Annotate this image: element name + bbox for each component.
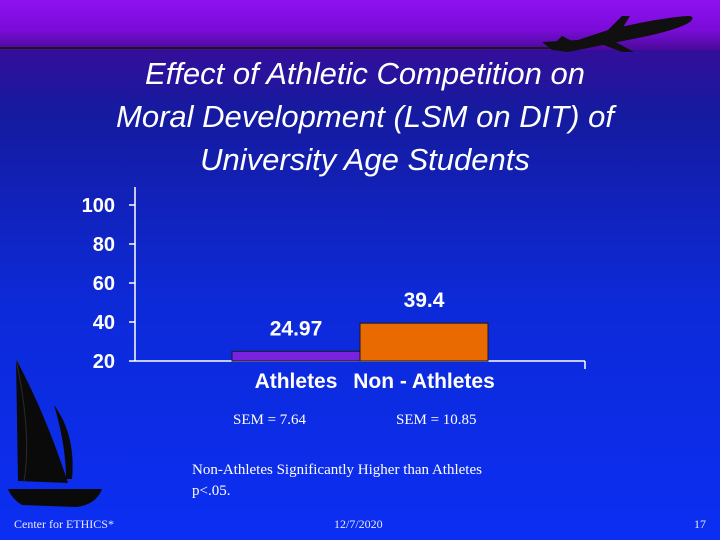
x-category-label: Athletes bbox=[255, 370, 338, 393]
slide-title: Effect of Athletic Competition on Moral … bbox=[116, 56, 614, 177]
sailboat-icon bbox=[8, 358, 102, 507]
bar-chart: 100 80 60 40 20 24.97 Athletes 39.4 Non - Athlet… bbox=[82, 187, 586, 393]
y-tick-label: 80 bbox=[93, 234, 115, 256]
airplane-icon bbox=[542, 16, 693, 52]
data-label: 39.4 bbox=[404, 289, 445, 312]
bar bbox=[231, 350, 361, 362]
y-tick-label: 60 bbox=[93, 273, 115, 295]
footer-date: 12/7/2020 bbox=[334, 517, 383, 531]
data-label: 24.97 bbox=[270, 317, 323, 340]
y-tick-label: 20 bbox=[93, 351, 115, 373]
x-category-label: Non - Athletes bbox=[353, 370, 495, 393]
header-rule bbox=[0, 47, 560, 49]
bar bbox=[359, 322, 489, 362]
y-tick-label: 100 bbox=[82, 195, 115, 217]
y-tick-label: 40 bbox=[93, 312, 115, 334]
sem-athletes: SEM = 7.64 bbox=[233, 412, 307, 428]
sem-non-athletes: SEM = 10.85 bbox=[396, 412, 477, 428]
footer-page-number: 17 bbox=[694, 517, 706, 531]
footer-org: Center for ETHICS* bbox=[14, 517, 114, 531]
significance-note: Non-Athletes Significantly Higher than A… bbox=[192, 462, 482, 499]
